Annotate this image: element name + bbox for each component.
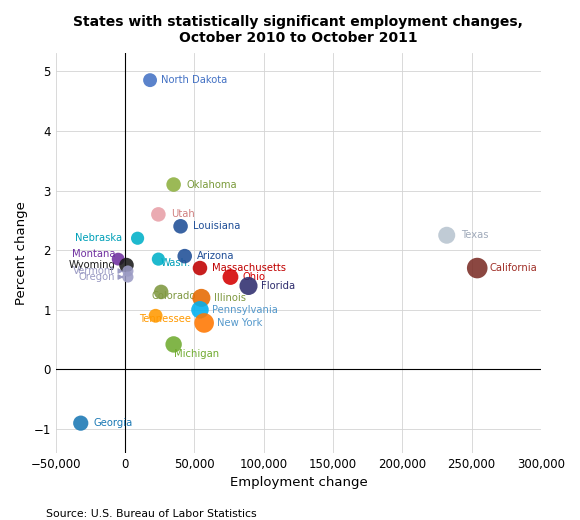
- Text: Wash.: Wash.: [161, 258, 191, 268]
- Point: [473, 264, 482, 272]
- Point: [244, 282, 253, 290]
- Point: [157, 288, 166, 296]
- Point: [200, 319, 209, 327]
- Point: [169, 340, 178, 348]
- Text: Arizona: Arizona: [197, 251, 235, 261]
- Text: Utah: Utah: [171, 210, 195, 219]
- Text: Pennsylvania: Pennsylvania: [212, 305, 278, 315]
- Point: [442, 231, 451, 239]
- X-axis label: Employment change: Employment change: [230, 476, 367, 489]
- Text: Nebraska: Nebraska: [75, 233, 122, 243]
- Text: Illinois: Illinois: [214, 293, 246, 303]
- Text: North Dakota: North Dakota: [161, 75, 227, 85]
- Text: Georgia: Georgia: [93, 418, 132, 428]
- Point: [226, 273, 235, 281]
- Text: Wyoming: Wyoming: [68, 260, 115, 270]
- Text: Colorado: Colorado: [151, 291, 196, 301]
- Text: Texas: Texas: [461, 230, 488, 240]
- Point: [122, 261, 131, 269]
- Text: Oklahoma: Oklahoma: [186, 179, 237, 190]
- Y-axis label: Percent change: Percent change: [15, 201, 28, 305]
- Point: [154, 210, 163, 218]
- Text: Massachusetts: Massachusetts: [212, 263, 287, 273]
- Point: [176, 222, 185, 230]
- Text: Oregon: Oregon: [79, 272, 115, 282]
- Text: Vermont: Vermont: [73, 266, 115, 276]
- Point: [146, 76, 155, 84]
- Text: Tennessee: Tennessee: [139, 315, 191, 324]
- Text: Source: U.S. Bureau of Labor Statistics: Source: U.S. Bureau of Labor Statistics: [46, 510, 257, 519]
- Point: [123, 267, 132, 275]
- Point: [123, 273, 132, 281]
- Point: [151, 311, 160, 320]
- Point: [133, 234, 142, 242]
- Text: New York: New York: [216, 318, 262, 328]
- Point: [114, 255, 123, 263]
- Point: [180, 252, 189, 261]
- Point: [197, 294, 206, 302]
- Point: [169, 180, 178, 189]
- Text: California: California: [490, 263, 538, 273]
- Text: Montana: Montana: [72, 250, 115, 259]
- Text: Ohio: Ohio: [243, 272, 266, 282]
- Point: [195, 264, 205, 272]
- Point: [195, 306, 205, 314]
- Title: States with statistically significant employment changes,
October 2010 to Octobe: States with statistically significant em…: [74, 15, 523, 45]
- Point: [76, 419, 85, 427]
- Text: Florida: Florida: [261, 281, 295, 291]
- Text: Michigan: Michigan: [173, 349, 219, 359]
- Text: Louisiana: Louisiana: [193, 222, 241, 231]
- Point: [154, 255, 163, 263]
